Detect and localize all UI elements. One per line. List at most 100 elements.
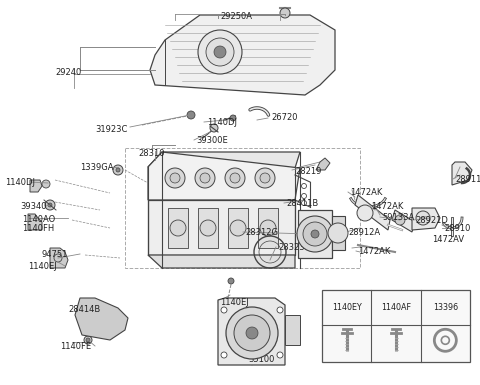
Circle shape xyxy=(301,194,307,199)
Circle shape xyxy=(221,352,227,358)
Circle shape xyxy=(206,38,234,66)
Text: 28312G: 28312G xyxy=(245,228,278,237)
Circle shape xyxy=(226,307,278,359)
Bar xyxy=(322,290,470,362)
Text: 28414B: 28414B xyxy=(68,305,100,314)
Polygon shape xyxy=(148,200,295,255)
Circle shape xyxy=(277,307,283,313)
Circle shape xyxy=(165,168,185,188)
Text: 59133A: 59133A xyxy=(382,213,414,222)
Text: 1140EY: 1140EY xyxy=(332,303,361,312)
Circle shape xyxy=(303,222,327,246)
Circle shape xyxy=(311,230,319,238)
Text: 1140DJ: 1140DJ xyxy=(207,118,237,127)
Circle shape xyxy=(187,111,195,119)
Circle shape xyxy=(297,216,333,252)
Circle shape xyxy=(86,338,90,342)
Circle shape xyxy=(277,352,283,358)
Text: 1472AV: 1472AV xyxy=(432,235,464,244)
Circle shape xyxy=(200,173,210,183)
Circle shape xyxy=(195,168,215,188)
Polygon shape xyxy=(332,216,345,250)
Circle shape xyxy=(200,220,216,236)
Text: 1472AK: 1472AK xyxy=(371,202,403,211)
Polygon shape xyxy=(50,248,68,268)
Polygon shape xyxy=(28,214,42,230)
Text: 29240: 29240 xyxy=(55,68,81,77)
Polygon shape xyxy=(148,152,300,168)
Circle shape xyxy=(54,254,62,262)
Circle shape xyxy=(84,336,92,344)
Circle shape xyxy=(357,205,373,221)
Text: 1140FH: 1140FH xyxy=(22,224,54,233)
Polygon shape xyxy=(148,255,295,268)
Polygon shape xyxy=(298,210,332,258)
Text: 39340: 39340 xyxy=(20,202,47,211)
Bar xyxy=(125,148,360,268)
Circle shape xyxy=(230,220,246,236)
Circle shape xyxy=(328,223,348,243)
Text: 1472AK: 1472AK xyxy=(350,188,383,197)
Text: 1140EJ: 1140EJ xyxy=(28,262,57,271)
Text: 31923C: 31923C xyxy=(95,125,127,134)
Circle shape xyxy=(301,201,307,206)
Text: 28911: 28911 xyxy=(455,175,480,184)
Polygon shape xyxy=(218,298,285,365)
Text: 1140FE: 1140FE xyxy=(60,342,91,351)
Polygon shape xyxy=(150,15,335,95)
Text: 39300E: 39300E xyxy=(196,136,228,145)
Circle shape xyxy=(416,211,430,225)
Text: 1140EJ: 1140EJ xyxy=(220,298,249,307)
Text: 1140DJ: 1140DJ xyxy=(5,178,35,187)
Circle shape xyxy=(246,327,258,339)
Circle shape xyxy=(255,168,275,188)
Text: 28411B: 28411B xyxy=(286,199,318,208)
Circle shape xyxy=(48,203,52,207)
Text: 28910: 28910 xyxy=(444,224,470,233)
Polygon shape xyxy=(355,195,390,230)
Text: 94751: 94751 xyxy=(42,250,68,259)
Text: 28219: 28219 xyxy=(295,167,322,176)
Circle shape xyxy=(170,220,186,236)
Polygon shape xyxy=(285,315,300,345)
Polygon shape xyxy=(30,180,42,192)
Polygon shape xyxy=(75,298,128,340)
Polygon shape xyxy=(148,152,300,200)
Circle shape xyxy=(260,173,270,183)
Text: 28310: 28310 xyxy=(138,149,165,158)
Text: 1140AF: 1140AF xyxy=(381,303,411,312)
Circle shape xyxy=(225,168,245,188)
Circle shape xyxy=(221,307,227,313)
Text: 28921D: 28921D xyxy=(415,216,448,225)
Circle shape xyxy=(210,124,218,132)
Circle shape xyxy=(230,115,236,121)
Text: 1472AK: 1472AK xyxy=(358,247,390,256)
Text: 35100: 35100 xyxy=(248,355,275,364)
Polygon shape xyxy=(258,208,278,248)
Polygon shape xyxy=(198,208,218,248)
Text: 28912A: 28912A xyxy=(348,228,380,237)
Circle shape xyxy=(214,46,226,58)
Polygon shape xyxy=(316,158,330,170)
Circle shape xyxy=(280,8,290,18)
Circle shape xyxy=(228,278,234,284)
Text: 29250A: 29250A xyxy=(220,12,252,21)
Polygon shape xyxy=(228,208,248,248)
Polygon shape xyxy=(168,208,188,248)
Circle shape xyxy=(116,168,120,172)
Polygon shape xyxy=(392,210,415,232)
Circle shape xyxy=(42,180,50,188)
Polygon shape xyxy=(412,208,440,230)
Text: 26720: 26720 xyxy=(271,113,298,122)
Circle shape xyxy=(230,173,240,183)
Text: 1140AO: 1140AO xyxy=(22,215,55,224)
Text: 28323H: 28323H xyxy=(278,243,311,252)
Circle shape xyxy=(260,220,276,236)
Circle shape xyxy=(113,165,123,175)
Circle shape xyxy=(301,184,307,189)
Text: 1339GA: 1339GA xyxy=(80,163,113,172)
Circle shape xyxy=(170,173,180,183)
Polygon shape xyxy=(452,162,472,185)
Circle shape xyxy=(198,30,242,74)
Text: 13396: 13396 xyxy=(433,303,458,312)
